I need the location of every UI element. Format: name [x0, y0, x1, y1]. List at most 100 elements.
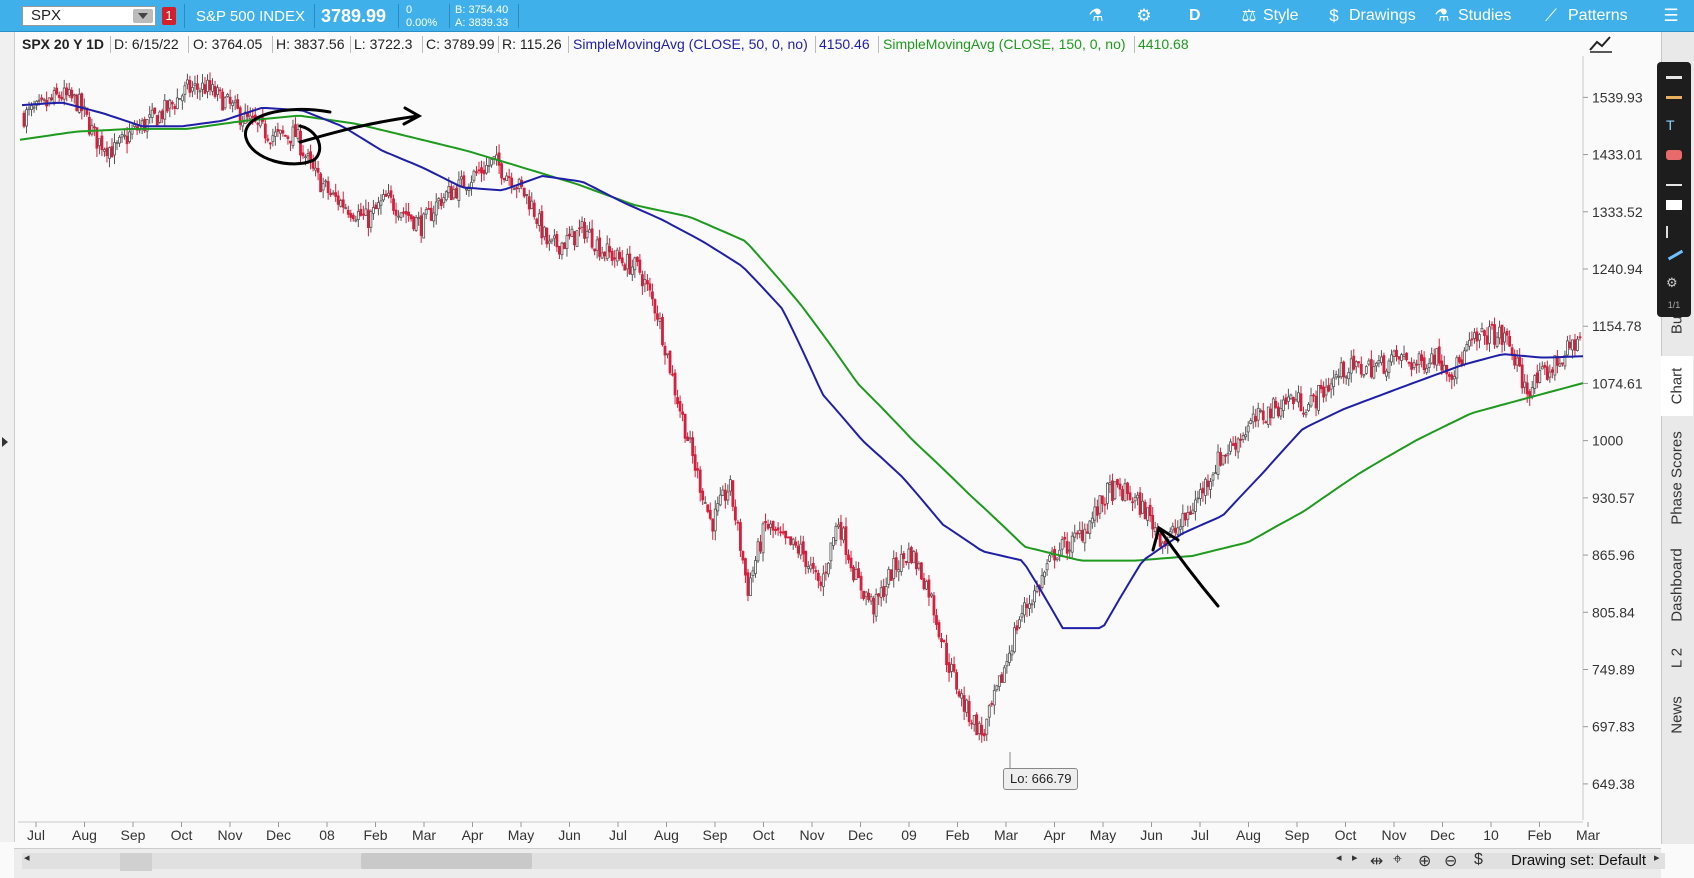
candle — [279, 129, 282, 141]
candle — [1020, 604, 1024, 622]
text-tool-icon[interactable]: T — [1666, 117, 1675, 133]
candle — [1043, 570, 1046, 585]
candle — [1540, 361, 1544, 370]
vline-tool-icon[interactable] — [1666, 226, 1684, 238]
info-divider — [878, 36, 879, 53]
x-tick-label: Sep — [1285, 827, 1310, 843]
pencil-icon[interactable] — [1666, 90, 1682, 99]
candle — [412, 215, 416, 232]
line-tool-icon[interactable] — [1666, 76, 1682, 79]
scrollbar-thumb[interactable] — [361, 853, 532, 869]
candle — [869, 593, 873, 605]
drawings-button[interactable]: Drawings — [1349, 7, 1416, 24]
gear-icon[interactable]: ⚙ — [1666, 275, 1678, 290]
candle — [857, 561, 860, 579]
trendline-tool-icon[interactable] — [1664, 244, 1684, 261]
candle — [728, 475, 732, 496]
menu-icon[interactable]: ☰ — [1663, 6, 1679, 25]
tab-chart[interactable]: Chart — [1661, 356, 1693, 416]
tab-l2[interactable]: L 2 — [1668, 647, 1686, 668]
candle — [1121, 485, 1124, 502]
candle — [588, 221, 591, 233]
candle — [40, 94, 43, 103]
candle — [1387, 358, 1391, 379]
left-collapse-rail[interactable] — [0, 32, 15, 842]
candle — [183, 81, 187, 103]
aggregation-button[interactable]: D — [1189, 7, 1201, 24]
expand-time-icon[interactable]: ⇹ — [1370, 853, 1384, 870]
candle — [1498, 320, 1501, 345]
candle — [175, 88, 179, 110]
candle — [844, 517, 848, 565]
candle — [955, 669, 958, 695]
link-badge[interactable]: 1 — [162, 7, 176, 25]
candle — [527, 189, 531, 216]
candle — [930, 592, 933, 598]
candle — [1095, 499, 1099, 523]
candle — [671, 365, 674, 377]
scroll-right-icon[interactable]: ▸ — [1352, 852, 1358, 864]
flask-icon[interactable]: ⚗ — [1088, 6, 1104, 25]
candle — [1118, 477, 1122, 497]
rectangle-tool-icon[interactable] — [1666, 200, 1682, 210]
candle — [72, 93, 76, 104]
gear-icon[interactable]: ⚙ — [1136, 6, 1152, 25]
candle — [935, 608, 938, 630]
candle — [1080, 521, 1084, 543]
symbol-dropdown-icon[interactable] — [133, 9, 153, 23]
candle — [457, 171, 461, 208]
candle — [1178, 518, 1182, 535]
chart-settings-icon[interactable] — [1588, 34, 1614, 54]
x-tick-label: Jul — [1191, 827, 1209, 843]
info-divider — [815, 36, 816, 53]
patterns-button[interactable]: Patterns — [1568, 7, 1628, 24]
candle — [218, 86, 222, 99]
candle — [1344, 374, 1348, 385]
scroll-left-icon-2[interactable]: ◂ — [1336, 852, 1342, 864]
candle — [1538, 362, 1542, 384]
tab-dashboard[interactable]: Dashboard — [1668, 548, 1686, 622]
candle — [80, 92, 84, 120]
scroll-right-end-icon[interactable]: ▸ — [1654, 852, 1660, 864]
candle — [1312, 393, 1315, 403]
symbol-input[interactable]: SPX — [22, 6, 156, 26]
candle — [1239, 433, 1243, 448]
x-tick-label: Jun — [558, 827, 581, 843]
studies-button[interactable]: Studies — [1458, 7, 1512, 24]
crosshair-icon[interactable]: ⌖ — [1393, 851, 1403, 868]
candle — [90, 118, 94, 137]
candle — [535, 217, 539, 229]
candle — [286, 134, 290, 145]
candle — [377, 196, 380, 216]
zoom-out-icon[interactable]: ⊖ — [1444, 853, 1458, 870]
candle — [1367, 358, 1371, 367]
candle — [718, 487, 722, 507]
candle — [794, 536, 798, 548]
candle — [211, 78, 214, 96]
candle — [726, 484, 730, 505]
drawing-set-label[interactable]: Drawing set: Default — [1511, 852, 1647, 869]
tab-phase-scores[interactable]: Phase Scores — [1668, 430, 1686, 525]
candle — [1309, 387, 1313, 408]
candle — [67, 82, 71, 98]
scroll-left-icon[interactable]: ◂ — [24, 852, 30, 864]
candle — [1402, 345, 1406, 361]
scroll-home-button[interactable] — [120, 853, 152, 871]
eraser-icon[interactable] — [1666, 150, 1682, 160]
style-button[interactable]: Style — [1263, 7, 1299, 24]
y-tick-label: 697.83 — [1592, 719, 1635, 735]
tab-news[interactable]: News — [1668, 696, 1686, 734]
drawing-set-icon[interactable]: $ — [1474, 851, 1483, 868]
expand-left-icon[interactable] — [2, 437, 8, 447]
zoom-in-icon[interactable]: ⊕ — [1418, 853, 1432, 870]
candle — [568, 226, 571, 240]
candle — [749, 572, 752, 597]
candle — [1234, 435, 1238, 457]
ask-price: A: 3839.33 — [455, 17, 509, 29]
candle — [495, 145, 498, 166]
candle — [1425, 364, 1429, 375]
hline-tool-icon[interactable] — [1666, 178, 1682, 186]
candle — [502, 177, 506, 183]
candle — [1241, 432, 1245, 443]
